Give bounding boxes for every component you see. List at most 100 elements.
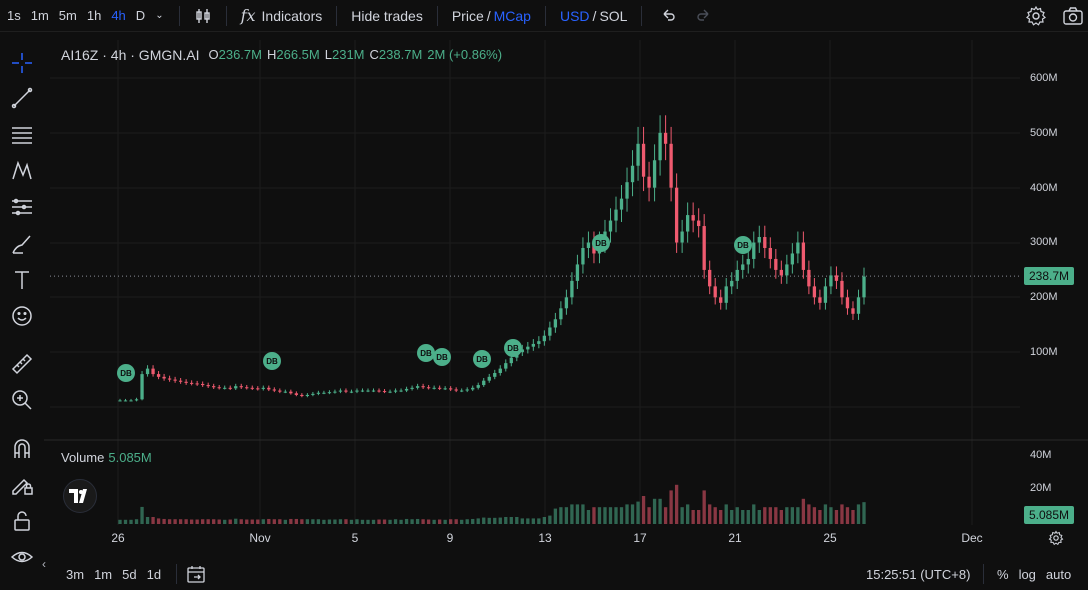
pattern-tool[interactable] [8, 157, 36, 185]
settings-button[interactable] [1021, 5, 1051, 27]
crosshair-tool[interactable] [8, 49, 36, 77]
volume-bar [619, 507, 624, 524]
dev-buy-marker[interactable]: DB [117, 364, 135, 382]
hide-trades-button[interactable]: Hide trades [351, 7, 423, 24]
volume-bar [559, 507, 563, 524]
candle-body [145, 368, 150, 375]
volume-bar [371, 519, 376, 524]
volume-bar [515, 517, 519, 524]
price-mcap-toggle[interactable]: Price / MCap [448, 8, 535, 24]
candle-type-button[interactable] [190, 7, 216, 25]
range-1d[interactable]: 1d [146, 566, 162, 582]
collapse-arrow-icon[interactable]: ‹ [42, 557, 46, 571]
volume-bar [741, 510, 745, 524]
projection-tool[interactable] [8, 193, 36, 221]
volume-bar [305, 519, 310, 524]
ruler-tool[interactable] [8, 350, 36, 378]
volume-bar [818, 510, 822, 524]
candle-body [294, 393, 299, 395]
candle-body [129, 400, 133, 402]
volume-bar [829, 507, 833, 524]
dev-buy-marker[interactable]: DB [592, 234, 610, 252]
dev-buy-marker[interactable]: DB [417, 344, 435, 362]
date-range-button[interactable] [187, 565, 207, 583]
volume-bar [245, 519, 249, 524]
zoom-tool[interactable] [8, 386, 36, 414]
indicators-button[interactable]: fx Indicators [237, 6, 327, 25]
volume-bar [151, 517, 155, 524]
magnet-tool[interactable] [8, 435, 36, 463]
volume-bar [862, 502, 866, 524]
log-toggle[interactable]: log [1018, 566, 1036, 582]
visibility-tool[interactable] [8, 543, 36, 571]
volume-bar [537, 518, 541, 524]
clock[interactable]: 15:25:51 (UTC+8) [866, 566, 971, 582]
candle-body [674, 187, 679, 243]
axis-settings-button[interactable] [1048, 530, 1064, 549]
divider [176, 564, 178, 584]
range-5d[interactable]: 5d [122, 566, 137, 582]
timeframe-4h[interactable]: 4h [111, 8, 126, 23]
brush-tool[interactable] [8, 230, 36, 258]
timeframe-1m[interactable]: 1m [30, 8, 49, 23]
volume-bar [581, 504, 585, 524]
timeframe-1s[interactable]: 1s [7, 8, 21, 23]
timeframe-5m[interactable]: 5m [58, 8, 77, 23]
volume-bar [471, 518, 475, 524]
undo-button[interactable] [656, 8, 680, 24]
volume-bar [834, 510, 839, 524]
candle-body [774, 258, 778, 270]
screenshot-button[interactable] [1058, 5, 1088, 27]
volume-bar [680, 507, 684, 524]
sol-option: SOL [599, 7, 628, 24]
price-axis-label: 300M [1030, 236, 1058, 248]
candle-body [658, 132, 662, 161]
lock-tool[interactable] [8, 507, 36, 535]
volume-bar [768, 507, 772, 524]
volume-bar [603, 507, 607, 524]
timeframe-1h[interactable]: 1h [86, 8, 102, 23]
candle-body [338, 390, 343, 392]
volume-bar [454, 519, 458, 524]
auto-toggle[interactable]: auto [1045, 566, 1072, 582]
volume-bar [212, 519, 216, 524]
chevron-down-icon[interactable]: ⌄ [155, 10, 164, 21]
volume-bar [807, 504, 811, 524]
dev-buy-marker[interactable]: DB [263, 352, 281, 370]
candle-body [371, 390, 376, 392]
currency-toggle[interactable]: USD / SOL [556, 8, 631, 24]
trend-line-tool[interactable] [8, 84, 36, 112]
candle-body [250, 387, 254, 389]
candle-body [625, 182, 629, 199]
divider [336, 5, 338, 26]
text-tool[interactable] [8, 266, 36, 294]
candle-body [812, 286, 817, 298]
tradingview-logo[interactable] [63, 479, 97, 513]
volume-bar [719, 510, 723, 524]
dev-buy-marker[interactable]: DB [734, 236, 752, 254]
dev-buy-marker[interactable]: DB [433, 348, 451, 366]
fib-tool[interactable] [8, 121, 36, 149]
candle-body [382, 391, 387, 393]
emoji-tool[interactable] [8, 302, 36, 330]
volume-bar [404, 518, 409, 524]
pencil-lock-tool[interactable] [8, 471, 36, 499]
volume-bar [592, 507, 596, 524]
volume-bar [134, 519, 139, 524]
candle-body [476, 385, 480, 388]
redo-icon [697, 9, 709, 21]
candle-body [443, 388, 447, 390]
redo-button[interactable] [692, 8, 716, 24]
text-icon [15, 271, 29, 289]
range-1m[interactable]: 1m [94, 566, 113, 582]
time-axis-label: 26 [111, 531, 125, 545]
range-3m[interactable]: 3m [66, 566, 85, 582]
percent-toggle[interactable]: % [997, 566, 1009, 582]
timeframe-d[interactable]: D [135, 8, 146, 23]
divider [225, 5, 227, 26]
dev-buy-marker[interactable]: DB [504, 339, 522, 357]
dev-buy-marker[interactable]: DB [473, 350, 491, 368]
volume-bar [652, 498, 657, 524]
